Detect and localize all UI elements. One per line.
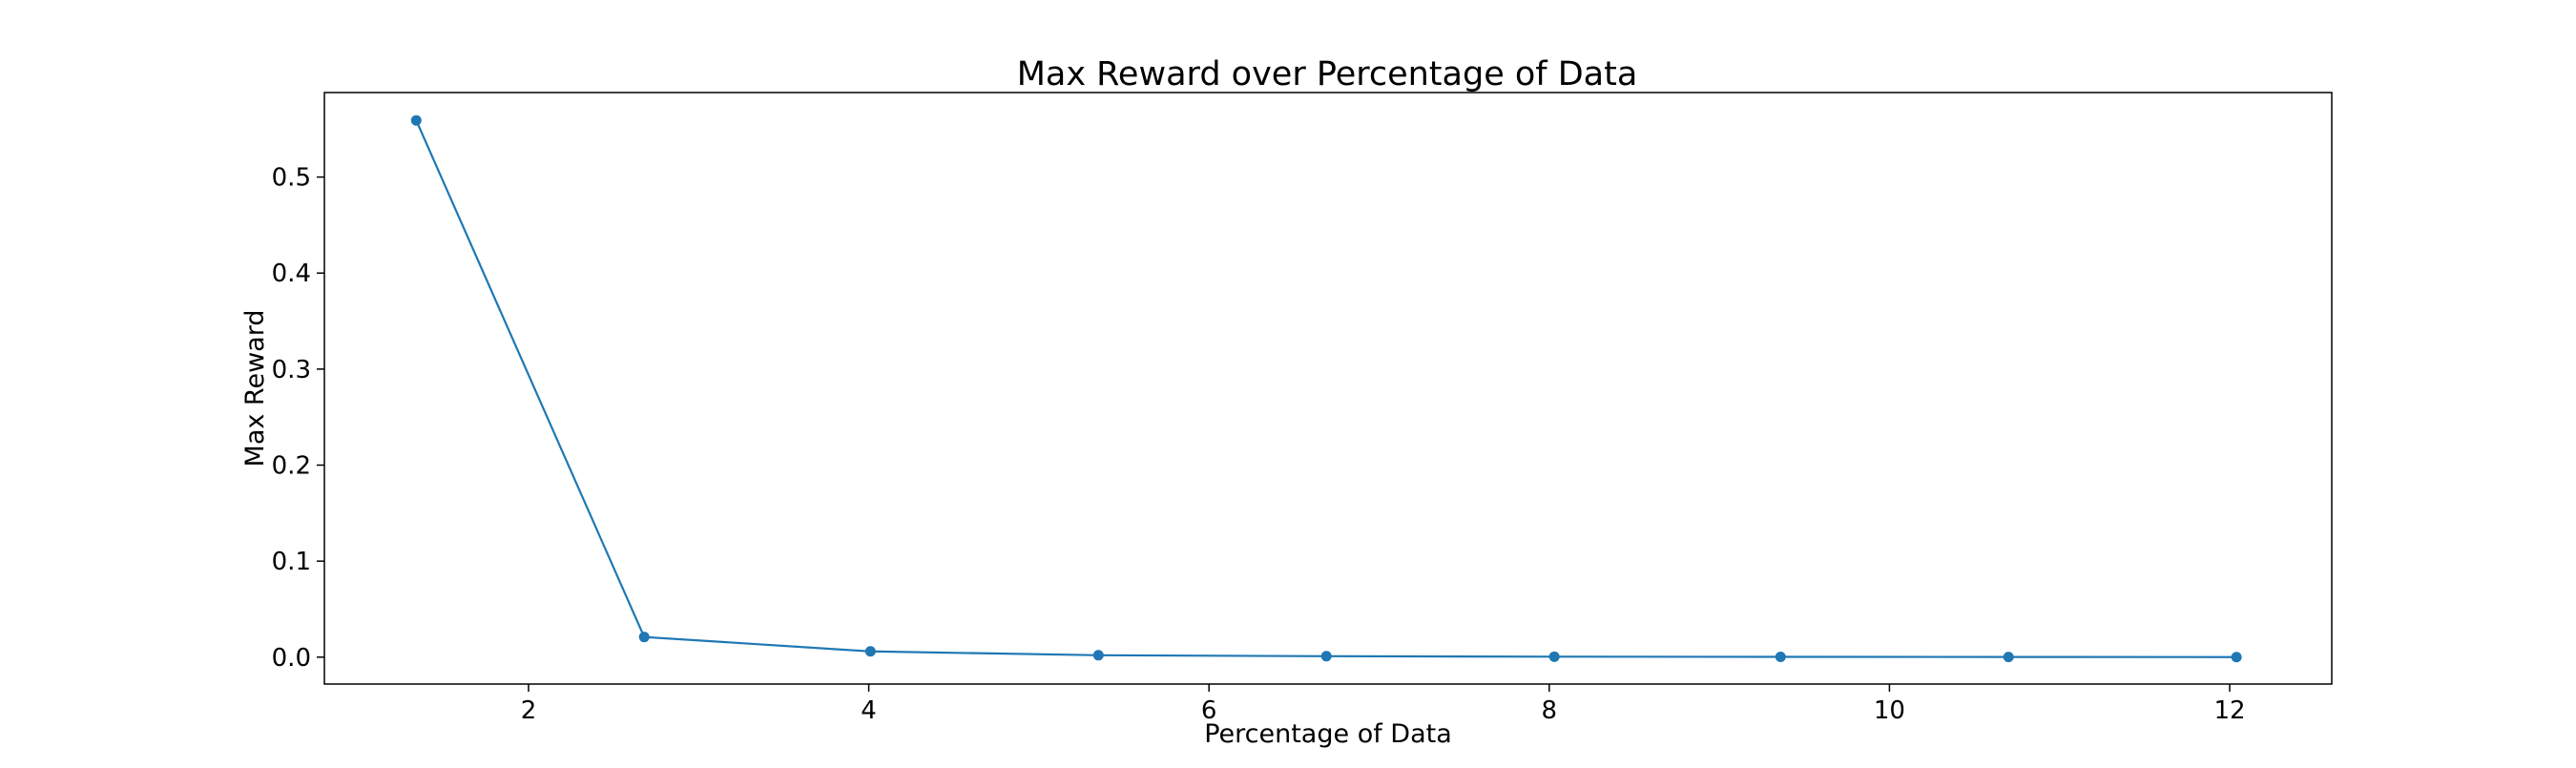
data-point bbox=[864, 646, 876, 657]
x-tick-label: 6 bbox=[1201, 696, 1217, 725]
data-point bbox=[410, 114, 422, 126]
x-tick-label: 4 bbox=[861, 696, 877, 725]
data-point bbox=[2231, 652, 2242, 663]
y-axis-label: Max Reward bbox=[240, 310, 270, 467]
series-layer bbox=[410, 114, 2242, 663]
chart-title: Max Reward over Percentage of Data bbox=[1017, 55, 1638, 93]
data-point bbox=[1092, 650, 1104, 661]
plot-area bbox=[323, 92, 2333, 685]
data-point bbox=[1320, 651, 1332, 662]
y-tick-label: 0.5 bbox=[272, 164, 311, 193]
x-tick-label: 2 bbox=[521, 696, 537, 725]
data-point bbox=[1775, 652, 1786, 663]
x-tick-label: 10 bbox=[1874, 696, 1905, 725]
x-axis-label: Percentage of Data bbox=[1204, 719, 1452, 749]
x-tick-label: 8 bbox=[1542, 696, 1558, 725]
x-axis: 2 4 6 8 10 12 bbox=[521, 684, 2246, 725]
data-point bbox=[2003, 652, 2014, 663]
data-point bbox=[1548, 651, 1560, 662]
y-tick-label: 0.0 bbox=[272, 644, 311, 673]
y-tick-label: 0.3 bbox=[272, 356, 311, 384]
y-tick-label: 0.2 bbox=[272, 452, 311, 481]
y-tick-label: 0.1 bbox=[272, 548, 311, 576]
data-point bbox=[638, 632, 650, 643]
x-tick-label: 12 bbox=[2213, 696, 2245, 725]
y-axis: 0.0 0.1 0.2 0.3 0.4 0.5 bbox=[272, 164, 324, 673]
y-tick-label: 0.4 bbox=[272, 259, 311, 288]
